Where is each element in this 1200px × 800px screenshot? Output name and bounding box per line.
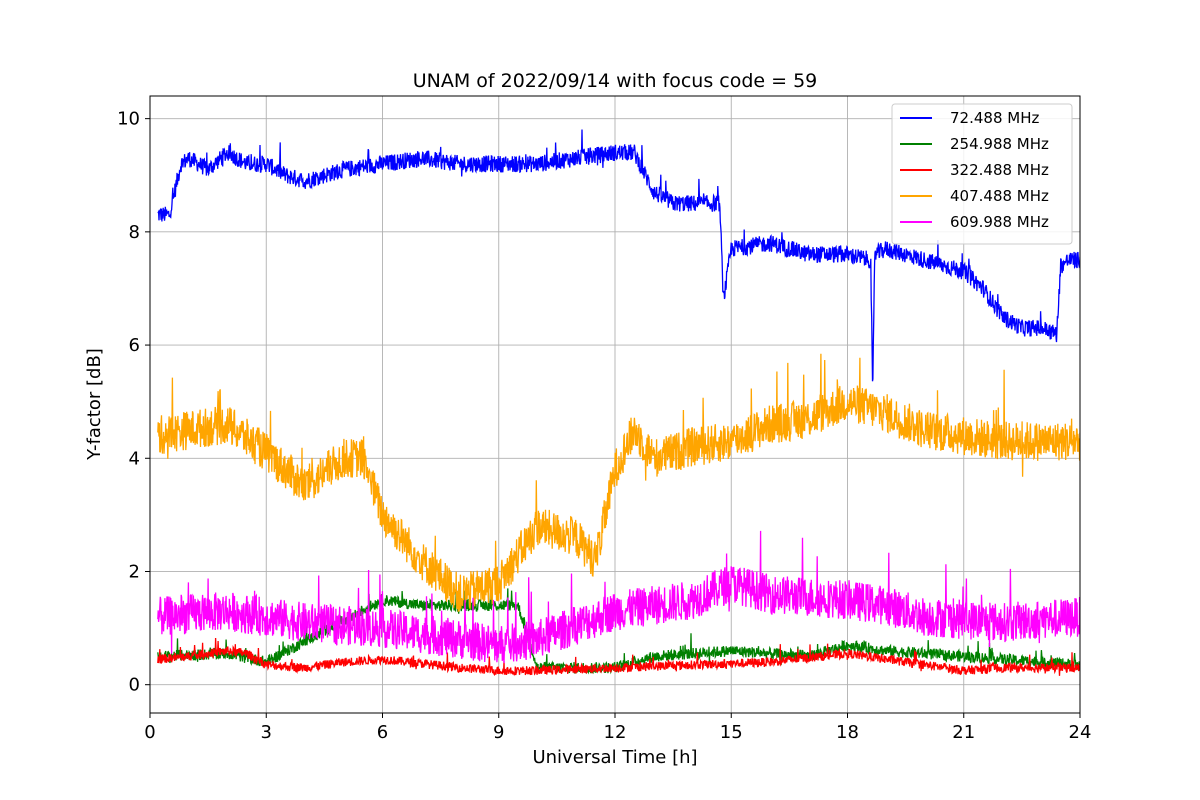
legend-label: 609.988 MHz xyxy=(950,213,1049,231)
x-tick-label: 3 xyxy=(261,722,272,743)
legend-label: 407.488 MHz xyxy=(950,187,1049,205)
y-tick-label: 10 xyxy=(117,109,140,130)
legend: 72.488 MHz 254.988 MHz 322.488 MHz 407.488 … xyxy=(891,103,1073,245)
x-tick-label: 0 xyxy=(144,722,155,743)
y-tick-label: 8 xyxy=(129,222,140,243)
chart-title: UNAM of 2022/09/14 with focus code = 59 xyxy=(413,70,818,92)
series-line-4 xyxy=(157,530,1080,664)
y-tick-label: 6 xyxy=(129,335,140,356)
x-tick-label: 24 xyxy=(1069,722,1092,743)
x-tick-label: 6 xyxy=(377,722,388,743)
x-tick-label: 12 xyxy=(604,722,627,743)
y-tick-label: 4 xyxy=(129,448,140,469)
series-line-0 xyxy=(157,129,1080,382)
legend-label: 72.488 MHz xyxy=(950,109,1039,127)
x-tick-label: 21 xyxy=(952,722,975,743)
x-tick-label: 18 xyxy=(836,722,859,743)
y-axis-label: Y-factor [dB] xyxy=(84,348,105,461)
series-line-3 xyxy=(157,353,1080,612)
legend-box xyxy=(891,103,1073,245)
x-axis-label: Universal Time [h] xyxy=(532,747,697,768)
series-line-2 xyxy=(157,637,1080,677)
legend-label: 254.988 MHz xyxy=(950,135,1049,153)
y-tick-label: 2 xyxy=(129,561,140,582)
x-tick-label: 9 xyxy=(493,722,504,743)
series-layer xyxy=(157,129,1080,677)
y-tick-label: 0 xyxy=(129,675,140,696)
x-tick-label: 15 xyxy=(720,722,743,743)
legend-label: 322.488 MHz xyxy=(950,161,1049,179)
